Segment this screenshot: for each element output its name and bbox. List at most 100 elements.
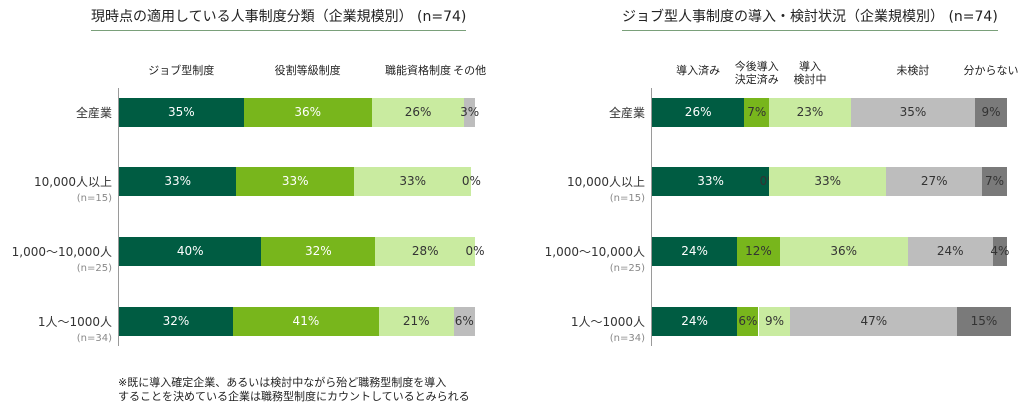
legend-label-line: 未検討 [896, 64, 930, 77]
right-chart-title: ジョブ型人事制度の導入・検討状況（企業規模別） (n=74) [622, 6, 998, 31]
data-label: 9% [764, 314, 784, 328]
bar-segment [737, 307, 759, 336]
legend-label-4: 分からない [964, 64, 1019, 77]
data-label: 47% [860, 314, 888, 328]
data-label: 4% [990, 244, 1010, 258]
footnote-line-2: することを決めている企業は職務型制度にカウントしているとみられる [118, 390, 470, 403]
legend-label-3: その他 [453, 64, 486, 77]
data-label: 35% [899, 105, 927, 119]
footnote-line-1: ※既に導入確定企業、あるいは検討中ながら殆ど職務型制度を導入 [118, 376, 447, 389]
bar-segment [769, 167, 887, 196]
bar-segment [850, 98, 976, 127]
bar-segment [652, 307, 738, 336]
data-label: 40% [176, 244, 204, 258]
legend-label-2: 導入 検討中 [793, 60, 826, 86]
bar-segment [464, 98, 475, 127]
data-label: 6% [738, 314, 758, 328]
data-label: 26% [404, 105, 432, 119]
data-label: 24% [681, 314, 708, 328]
data-label: 33% [164, 174, 192, 188]
bar-segment [119, 237, 262, 266]
category-sublabel: (n=25) [609, 263, 645, 274]
data-label: 33% [814, 174, 842, 188]
left-chart-title: 現時点の適用している人事制度分類（企業規模別） (n=74) [91, 6, 467, 31]
legend-label-0: ジョブ型制度 [148, 64, 214, 77]
category-label: 1人～1000人 [570, 315, 645, 329]
bar-segment [982, 167, 1007, 196]
bar-segment [261, 237, 376, 266]
data-label: 28% [411, 244, 439, 258]
category-label: 10,000人以上 [567, 175, 645, 189]
bar-segment [758, 307, 791, 336]
bar-segment [375, 237, 475, 266]
legend-label-line: その他 [453, 64, 487, 77]
bar-segment [652, 237, 738, 266]
data-label: 12% [745, 244, 772, 258]
data-label: 41% [292, 314, 320, 328]
data-label: 33% [399, 174, 427, 188]
legend-label-line: 導入済み [676, 64, 721, 77]
bar-segment [453, 307, 475, 336]
data-label: 3% [460, 105, 480, 119]
category-sublabel: (n=15) [76, 193, 112, 204]
bar-segment [119, 307, 233, 336]
legend-label-line: ジョブ型制度 [148, 64, 215, 77]
legend-label-line: 分からない [963, 64, 1019, 77]
data-label: 7% [985, 174, 1005, 188]
data-label: 0% [461, 174, 481, 188]
data-label: 33% [697, 174, 724, 188]
data-label: 36% [830, 244, 858, 258]
legend-label-3: 未検討 [896, 64, 929, 77]
category-label: 1人～1000人 [37, 315, 112, 329]
legend-label-line: 検討中 [793, 73, 827, 86]
category-label: 1,000～10,000人 [11, 245, 112, 259]
bar-segment [232, 307, 379, 336]
data-label: 26% [684, 105, 712, 119]
data-label: 15% [970, 314, 998, 328]
legend-label-2: 職能資格制度 [385, 64, 451, 77]
data-label: 23% [796, 105, 824, 119]
bar-segment [652, 167, 770, 196]
data-label: 35% [167, 105, 195, 119]
legend-label-1: 今後導入 決定済み [735, 60, 779, 86]
data-label: 32% [305, 244, 332, 258]
legend-label-line: 今後導入 [734, 60, 779, 73]
bar-segment [790, 307, 958, 336]
data-label: 27% [920, 174, 948, 188]
category-sublabel: (n=34) [76, 333, 112, 344]
data-label: 0% [465, 244, 485, 258]
data-label: 21% [402, 314, 430, 328]
data-label: 9% [981, 105, 1001, 119]
bar-segment [119, 98, 244, 127]
bar-segment [119, 167, 237, 196]
bar-segment [378, 307, 454, 336]
data-label: 32% [162, 314, 190, 328]
bar-segment [652, 98, 745, 127]
category-label: 10,000人以上 [34, 175, 112, 189]
legend-label-line: 役割等級制度 [274, 64, 341, 77]
bar-segment [975, 98, 1007, 127]
category-sublabel: (n=34) [609, 333, 645, 344]
category-sublabel: (n=15) [609, 193, 645, 204]
bar-segment [236, 167, 354, 196]
bar-segment [737, 237, 780, 266]
bar-segment [744, 98, 770, 127]
data-label: 24% [681, 244, 708, 258]
footnote: ※既に導入確定企業、あるいは検討中ながら殆ど職務型制度を導入 することを決めてい… [118, 376, 470, 404]
data-label: 7% [747, 105, 767, 119]
bar-segment [779, 237, 908, 266]
bar-segment [992, 237, 1007, 266]
legend-label-line: 決定済み [734, 73, 779, 86]
category-sublabel: (n=25) [76, 263, 112, 274]
bar-segment [371, 98, 465, 127]
legend-label-0: 導入済み [676, 64, 720, 77]
legend-label-line: 職能資格制度 [385, 64, 452, 77]
bar-segment [957, 307, 1011, 336]
bar-segment [769, 98, 851, 127]
category-label: 全産業 [608, 106, 645, 120]
y-axis-line [118, 88, 119, 346]
bar-segment [886, 167, 983, 196]
data-label: 33% [281, 174, 309, 188]
legend-label-line: 導入 [798, 60, 821, 73]
data-label: 6% [454, 314, 474, 328]
